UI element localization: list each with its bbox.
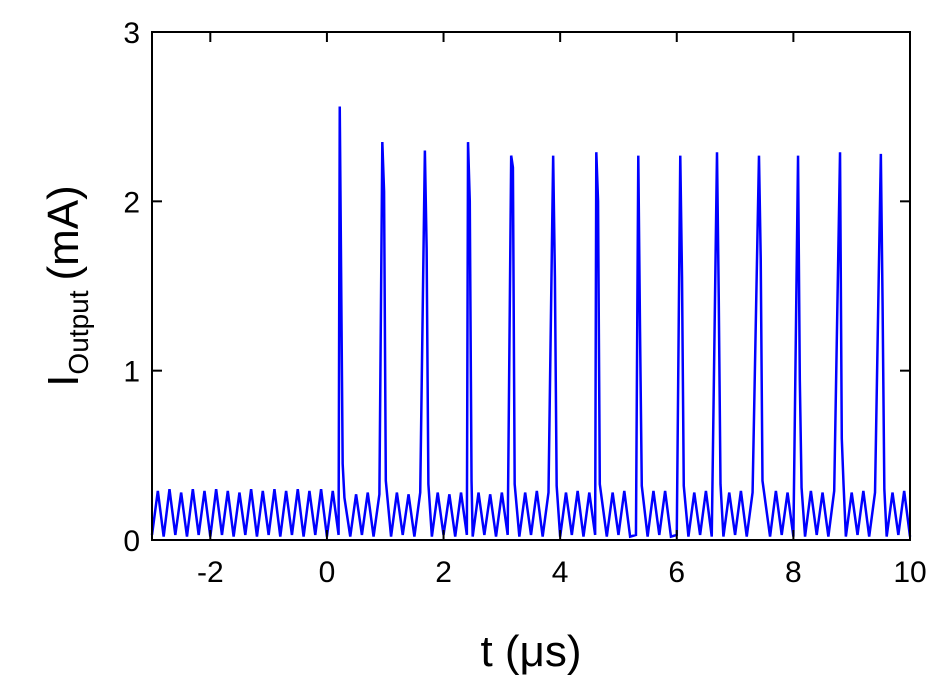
x-axis-label: t (μs)	[480, 627, 581, 676]
y-label-unit: (mA)	[39, 185, 88, 280]
y-label-main: I	[39, 375, 88, 387]
y-label-sub: Output	[63, 290, 94, 374]
y-axis-label: IOutput (mA)	[39, 185, 94, 387]
x-tick-label: 0	[319, 556, 336, 589]
x-tick-label: 6	[668, 556, 685, 589]
x-tick-label: 10	[893, 556, 926, 589]
x-tick-label: -2	[197, 556, 224, 589]
signal-line	[150, 106, 912, 539]
y-tick-label: 1	[123, 356, 140, 389]
y-tick-label: 2	[123, 186, 140, 219]
x-tick-label: 2	[435, 556, 452, 589]
plot-frame	[151, 31, 911, 541]
y-tick-label: 3	[123, 17, 140, 50]
x-tick-label: 4	[552, 556, 569, 589]
y-tick-label: 0	[123, 525, 140, 558]
x-tick-label: 8	[785, 556, 802, 589]
